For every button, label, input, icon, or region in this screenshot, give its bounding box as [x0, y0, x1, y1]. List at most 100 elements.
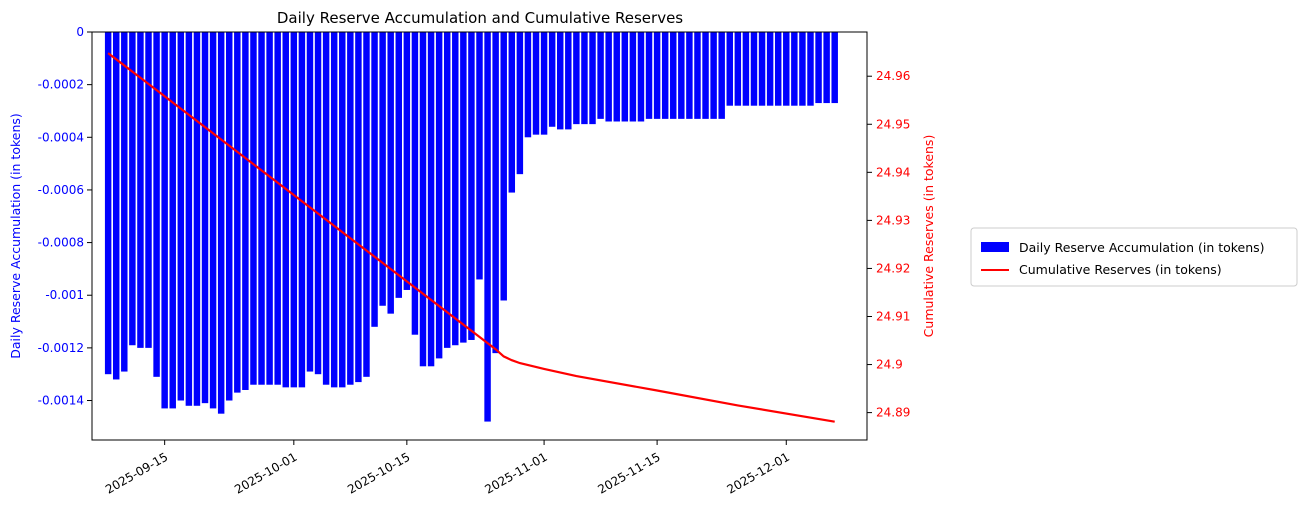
legend-label-line: Cumulative Reserves (in tokens) — [1019, 262, 1222, 277]
bar — [112, 32, 120, 380]
right-tick-label: 24.95 — [876, 117, 910, 131]
bar — [597, 32, 604, 119]
bar — [153, 32, 160, 377]
bar — [347, 32, 354, 385]
bar — [565, 32, 572, 130]
x-tick-label: 2025-10-01 — [232, 450, 299, 497]
bar — [355, 32, 362, 383]
bar — [242, 32, 249, 390]
right-tick-label: 24.89 — [876, 406, 910, 420]
right-tick-label: 24.96 — [876, 69, 910, 83]
bar — [807, 32, 814, 106]
x-tick-label: 2025-11-01 — [482, 450, 549, 497]
left-tick-label: -0.0004 — [38, 130, 84, 144]
bar — [670, 32, 677, 119]
bar — [435, 32, 443, 359]
bar — [557, 32, 564, 130]
bar — [339, 32, 346, 388]
bar — [661, 32, 669, 119]
bar — [532, 32, 540, 135]
bar — [742, 32, 750, 106]
right-tick-label: 24.94 — [876, 165, 910, 179]
bar — [799, 32, 806, 106]
bar — [508, 32, 516, 193]
bar — [411, 32, 419, 335]
bar — [653, 32, 661, 119]
right-tick-label: 24.9 — [876, 358, 903, 372]
bar — [371, 32, 378, 327]
bar — [540, 32, 548, 135]
x-tick-label: 2025-12-01 — [725, 450, 792, 497]
bar — [258, 32, 265, 385]
bar — [815, 32, 822, 104]
legend-frame — [970, 227, 1298, 287]
plot-frame — [91, 31, 868, 441]
left-tick-label: -0.0006 — [38, 183, 84, 197]
bar — [193, 32, 201, 406]
bar — [290, 32, 298, 388]
bar — [702, 32, 709, 119]
bar — [129, 32, 136, 346]
right-tick-label: 24.93 — [876, 213, 910, 227]
bar — [201, 32, 209, 404]
bar — [387, 32, 394, 314]
bar — [783, 32, 790, 106]
bar — [758, 32, 766, 106]
bar — [427, 32, 435, 367]
bar — [274, 32, 281, 385]
left-tick-label: -0.001 — [45, 288, 84, 302]
bar — [177, 32, 185, 401]
bar — [645, 32, 653, 119]
right-axis-label: Cumulative Reserves (in tokens) — [921, 135, 936, 338]
bar — [492, 32, 499, 354]
left-tick-label: -0.0012 — [38, 341, 84, 355]
right-axis-ticks: 24.89 24.9 24.91 24.92 24.93 24.94 24.95 24.96 — [867, 69, 910, 420]
bar — [443, 32, 451, 348]
x-tick-label: 2025-11-15 — [595, 450, 662, 497]
bar — [185, 32, 193, 406]
bar — [217, 32, 225, 414]
bar — [419, 32, 427, 367]
bar — [694, 32, 701, 119]
bar — [726, 32, 733, 106]
bar — [121, 32, 128, 372]
bar — [774, 32, 782, 106]
left-tick-label: -0.0008 — [38, 236, 84, 250]
bar — [395, 32, 402, 298]
line-series — [107, 52, 835, 423]
bar — [678, 32, 685, 119]
bar — [621, 32, 629, 122]
x-tick-label: 2025-09-15 — [103, 450, 170, 497]
bar — [605, 32, 612, 122]
left-axis-label: Daily Reserve Accumulation (in tokens) — [8, 113, 23, 359]
bar — [831, 32, 838, 104]
chart-title: Daily Reserve Accumulation and Cumulativ… — [277, 9, 683, 27]
bar-series — [104, 32, 838, 422]
bar — [452, 32, 459, 346]
right-tick-label: 24.91 — [876, 309, 910, 323]
bar — [516, 32, 524, 175]
bar — [750, 32, 758, 106]
bar — [629, 32, 637, 122]
right-tick-label: 24.92 — [876, 261, 910, 275]
left-tick-label: 0 — [76, 25, 84, 39]
legend: Daily Reserve Accumulation (in tokens) C… — [970, 227, 1298, 287]
bar — [589, 32, 596, 125]
bar — [330, 32, 338, 388]
cumulative-line — [107, 52, 835, 423]
bar — [468, 32, 475, 340]
bar — [500, 32, 507, 301]
bar — [145, 32, 152, 348]
bar — [548, 32, 556, 127]
bar — [137, 32, 144, 348]
bar — [573, 32, 580, 125]
bar — [766, 32, 774, 106]
bar — [298, 32, 306, 388]
bar — [363, 32, 370, 377]
bar — [524, 32, 532, 138]
bar — [791, 32, 798, 106]
x-tick-label: 2025-10-15 — [345, 450, 412, 497]
bar — [581, 32, 588, 125]
bar — [718, 32, 725, 119]
